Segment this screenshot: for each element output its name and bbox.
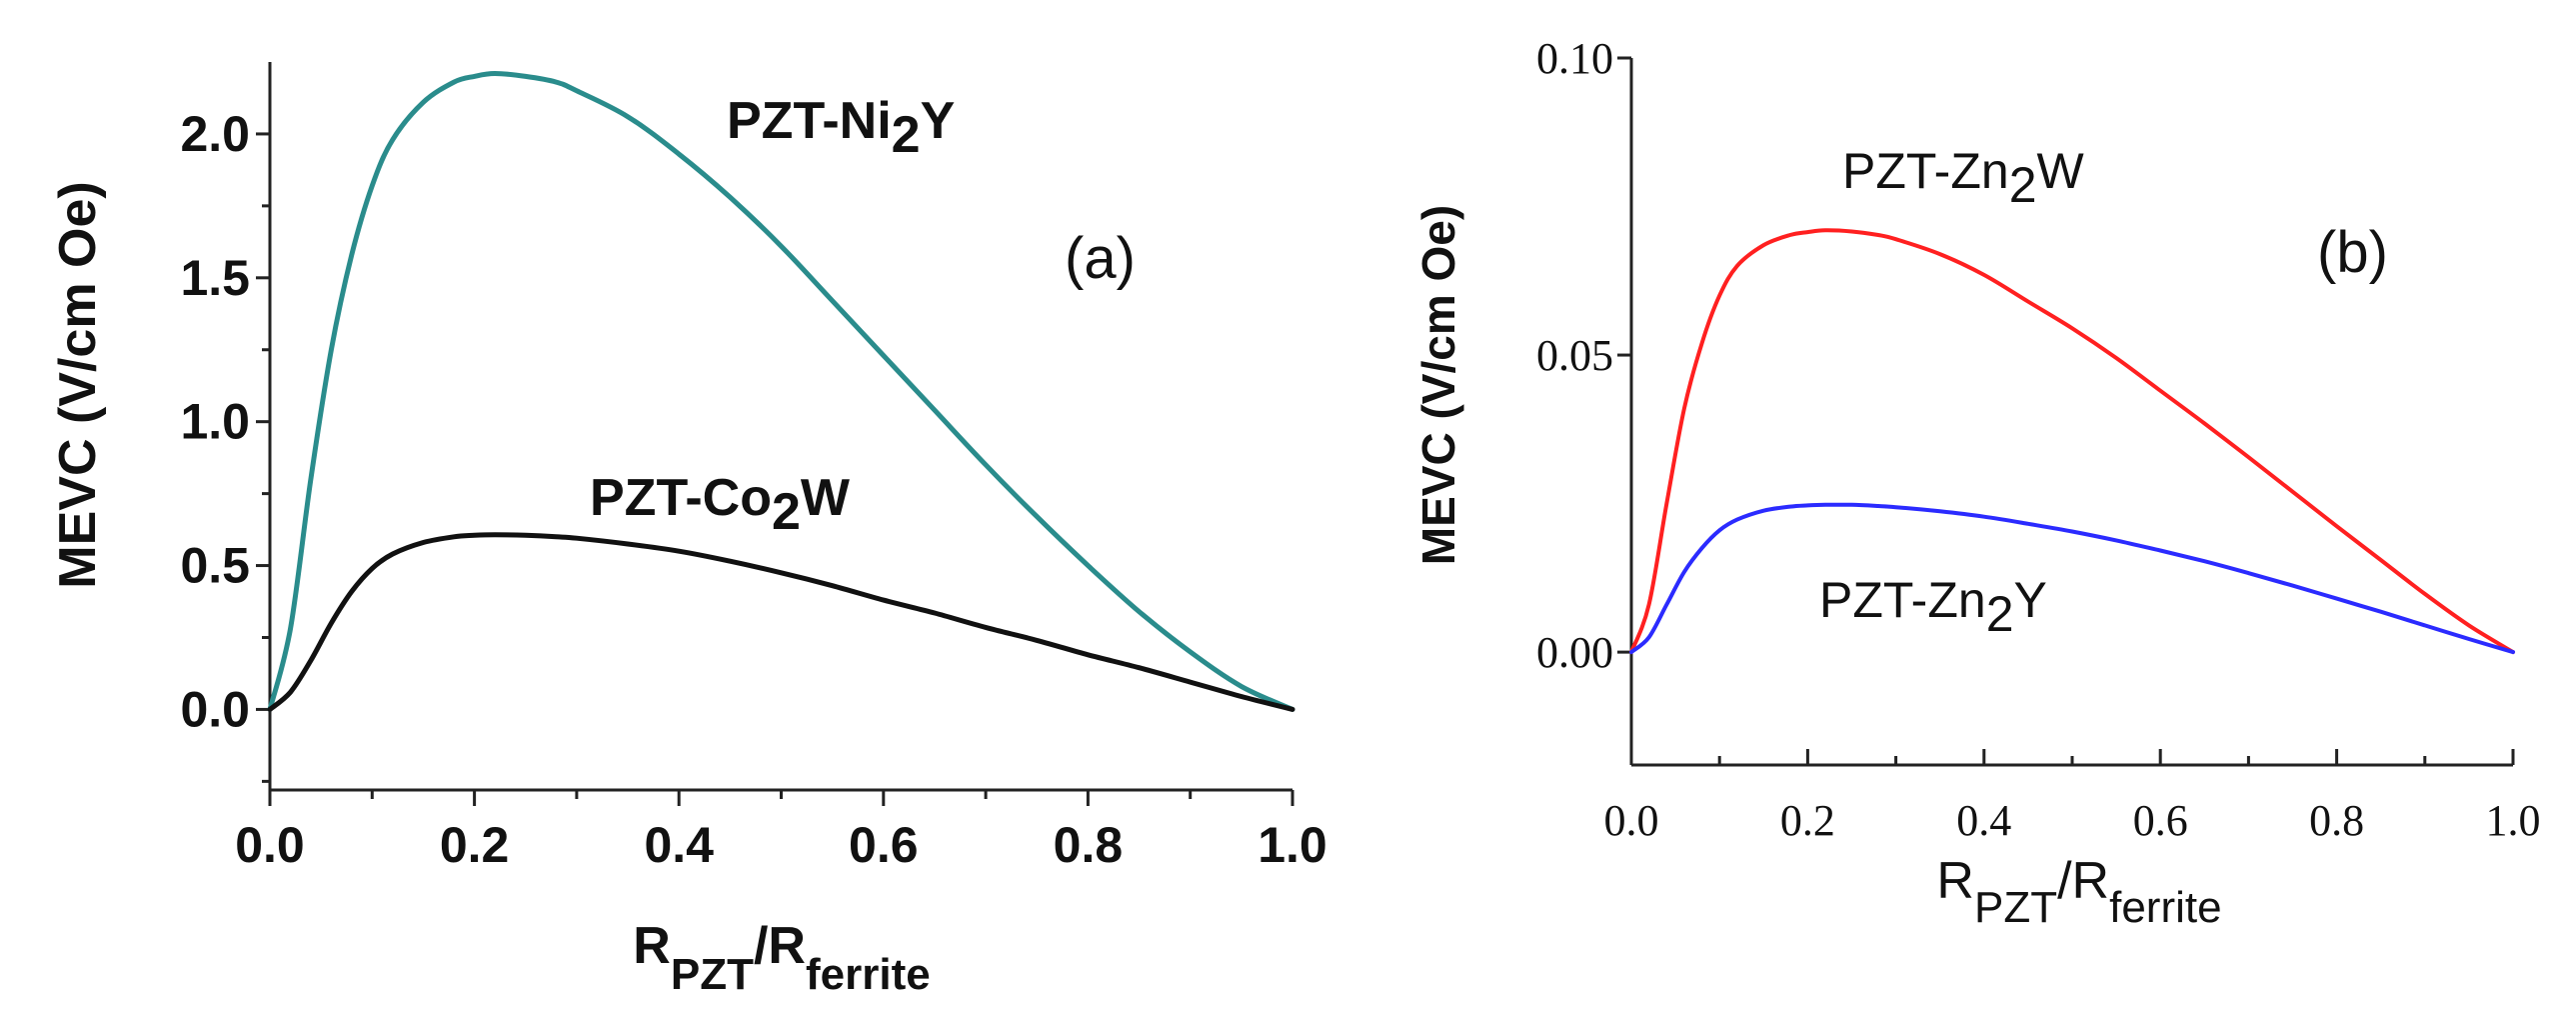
series-line-pzt-zn2w [1629, 228, 2515, 655]
x-tick-label-a-1: 0.2 [440, 817, 510, 873]
series-line-pzt-ni2y [267, 71, 1295, 712]
series-label-pzt-zn2w: PZT-Zn2W [1842, 143, 2085, 213]
x-axis-label-a: RPZT/Rferrite [633, 917, 930, 999]
y-tick-label-b-1: 0.05 [1536, 331, 1613, 380]
panel-label-a: (a) [1065, 226, 1136, 291]
x-tick-label-a-5: 1.0 [1258, 817, 1327, 873]
ticks-a: 0.0 0.2 0.4 0.6 0.8 1.0 0.0 0.5 1.0 1.5 2.0 [180, 106, 1326, 873]
series-label-pzt-zn2y: PZT-Zn2Y [1819, 572, 2047, 642]
series-label-pzt-ni2y: PZT-Ni2Y [727, 92, 955, 164]
x-tick-label-a-4: 0.8 [1054, 817, 1124, 873]
series-lines-b [1629, 228, 2515, 655]
series-label-pzt-co2w: PZT-Co2W [590, 469, 851, 541]
y-tick-label-b-0: 0.00 [1536, 628, 1613, 677]
chart-panel-a: 0.0 0.2 0.4 0.6 0.8 1.0 0.0 0.5 1.0 1.5 2.0 MEVC (… [49, 62, 1327, 999]
x-tick-label-b-3: 0.6 [2133, 796, 2188, 845]
x-tick-label-b-2: 0.4 [1956, 796, 2011, 845]
series-lines-a [267, 71, 1295, 712]
x-tick-label-b-5: 1.0 [2486, 796, 2541, 845]
x-tick-label-a-0: 0.0 [235, 817, 305, 873]
panel-label-b: (b) [2317, 220, 2388, 285]
x-tick-label-b-4: 0.8 [2309, 796, 2364, 845]
ticks-b: 0.0 0.2 0.4 0.6 0.8 1.0 0.00 0.05 0.10 [1536, 34, 2541, 845]
x-tick-label-a-3: 0.6 [849, 817, 919, 873]
y-axis-label-a: MEVC (V/cm Oe) [49, 181, 107, 588]
series-line-pzt-zn2y [1629, 502, 2515, 655]
x-tick-label-b-1: 0.2 [1780, 796, 1835, 845]
y-tick-label-a-3: 1.5 [180, 250, 250, 306]
x-tick-label-b-0: 0.0 [1604, 796, 1659, 845]
x-axis-label-b: RPZT/Rferrite [1936, 852, 2221, 932]
chart-panel-b: 0.0 0.2 0.4 0.6 0.8 1.0 0.00 0.05 0.10 MEVC (V/c… [1412, 34, 2541, 932]
y-axis-label-b: MEVC (V/cm Oe) [1412, 205, 1464, 565]
y-tick-label-a-4: 2.0 [180, 106, 250, 162]
y-tick-label-a-0: 0.0 [180, 681, 250, 737]
y-tick-label-a-2: 1.0 [180, 394, 250, 450]
series-line-pzt-co2w [267, 532, 1295, 712]
y-tick-label-a-1: 0.5 [180, 538, 250, 594]
x-tick-label-a-2: 0.4 [644, 817, 714, 873]
y-tick-label-b-2: 0.10 [1536, 34, 1613, 83]
